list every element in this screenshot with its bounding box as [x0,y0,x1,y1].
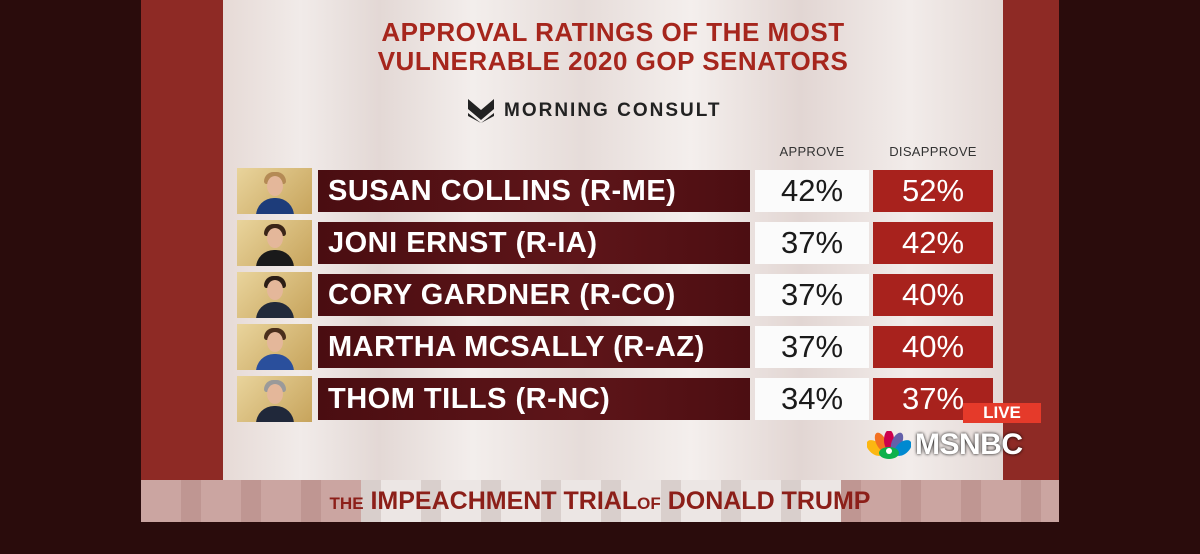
senator-name: MARTHA MCSALLY (R-AZ) [318,326,750,368]
senator-name: JONI ERNST (R-IA) [318,222,750,264]
senator-photo [237,168,312,214]
title-line-1: APPROVAL RATINGS OF THE MOST [381,17,845,47]
poll-graphic: APPROVAL RATINGS OF THE MOST VULNERABLE … [223,0,1003,480]
approve-value: 37% [755,222,869,264]
senator-photo [237,220,312,266]
table-row: MARTHA MCSALLY (R-AZ) 37% 40% [237,324,997,370]
approve-column-header: APPROVE [779,144,845,159]
disapprove-column-header: DISAPPROVE [889,144,977,159]
senator-photo [237,376,312,422]
network-logo: MSNBC [867,428,1023,462]
banner-word-of: OF [637,494,661,513]
disapprove-value: 40% [873,326,993,368]
approve-value: 37% [755,274,869,316]
table-row: SUSAN COLLINS (R-ME) 42% 52% [237,168,997,214]
morning-consult-logo-icon [468,99,494,123]
approve-value: 42% [755,170,869,212]
lower-third-banner: THE IMPEACHMENT TRIALOF DONALD TRUMP [141,480,1059,522]
nbc-peacock-icon [867,431,911,459]
disapprove-value: 42% [873,222,993,264]
title-line-2: VULNERABLE 2020 GOP SENATORS [377,46,849,76]
table-row: CORY GARDNER (R-CO) 37% 40% [237,272,997,318]
banner-word-the: THE [329,494,364,513]
disapprove-value: 40% [873,274,993,316]
source-name: MORNING CONSULT [504,100,722,121]
broadcast-frame: APPROVAL RATINGS OF THE MOST VULNERABLE … [141,0,1059,522]
approve-value: 37% [755,326,869,368]
table-row: THOM TILLS (R-NC) 34% 37% [237,376,997,422]
banner-word-name: DONALD TRUMP [667,487,871,515]
source-logo: MORNING CONSULT [468,97,722,125]
senator-name: CORY GARDNER (R-CO) [318,274,750,316]
network-name: MSNBC [915,428,1023,461]
banner-word-impeachment: IMPEACHMENT TRIAL [370,487,638,515]
disapprove-value: 52% [873,170,993,212]
banner-title: THE IMPEACHMENT TRIALOF DONALD TRUMP [141,480,1059,522]
table-row: JONI ERNST (R-IA) 37% 42% [237,220,997,266]
approve-value: 34% [755,378,869,420]
senator-photo [237,324,312,370]
senator-name: SUSAN COLLINS (R-ME) [318,170,750,212]
live-badge: LIVE [963,403,1041,423]
senator-name: THOM TILLS (R-NC) [318,378,750,420]
senator-photo [237,272,312,318]
graphic-title: APPROVAL RATINGS OF THE MOST VULNERABLE … [223,18,1003,76]
